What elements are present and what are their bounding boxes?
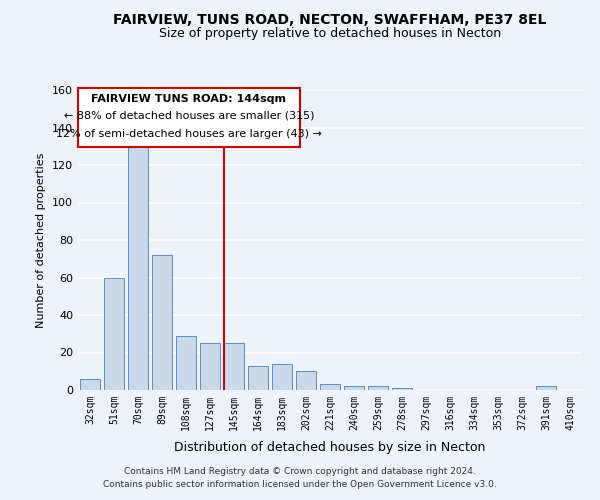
Bar: [248, 366, 268, 390]
Bar: [344, 386, 364, 390]
Text: FAIRVIEW, TUNS ROAD, NECTON, SWAFFHAM, PE37 8EL: FAIRVIEW, TUNS ROAD, NECTON, SWAFFHAM, P…: [113, 12, 547, 26]
Bar: [296, 371, 316, 390]
Bar: [536, 386, 556, 390]
Bar: [200, 343, 220, 390]
Bar: [224, 343, 244, 390]
Y-axis label: Number of detached properties: Number of detached properties: [37, 152, 46, 328]
Text: 12% of semi-detached houses are larger (43) →: 12% of semi-detached houses are larger (…: [56, 129, 322, 139]
Bar: [392, 388, 412, 390]
Text: ← 88% of detached houses are smaller (315): ← 88% of detached houses are smaller (31…: [64, 111, 314, 121]
X-axis label: Distribution of detached houses by size in Necton: Distribution of detached houses by size …: [175, 441, 485, 454]
FancyBboxPatch shape: [78, 88, 300, 147]
Bar: [128, 146, 148, 390]
Text: FAIRVIEW TUNS ROAD: 144sqm: FAIRVIEW TUNS ROAD: 144sqm: [91, 94, 286, 104]
Text: Contains public sector information licensed under the Open Government Licence v3: Contains public sector information licen…: [103, 480, 497, 489]
Text: Contains HM Land Registry data © Crown copyright and database right 2024.: Contains HM Land Registry data © Crown c…: [124, 467, 476, 476]
Bar: [320, 384, 340, 390]
Bar: [368, 386, 388, 390]
Text: Size of property relative to detached houses in Necton: Size of property relative to detached ho…: [159, 28, 501, 40]
Bar: [80, 379, 100, 390]
Bar: [272, 364, 292, 390]
Bar: [152, 255, 172, 390]
Bar: [104, 278, 124, 390]
Bar: [176, 336, 196, 390]
